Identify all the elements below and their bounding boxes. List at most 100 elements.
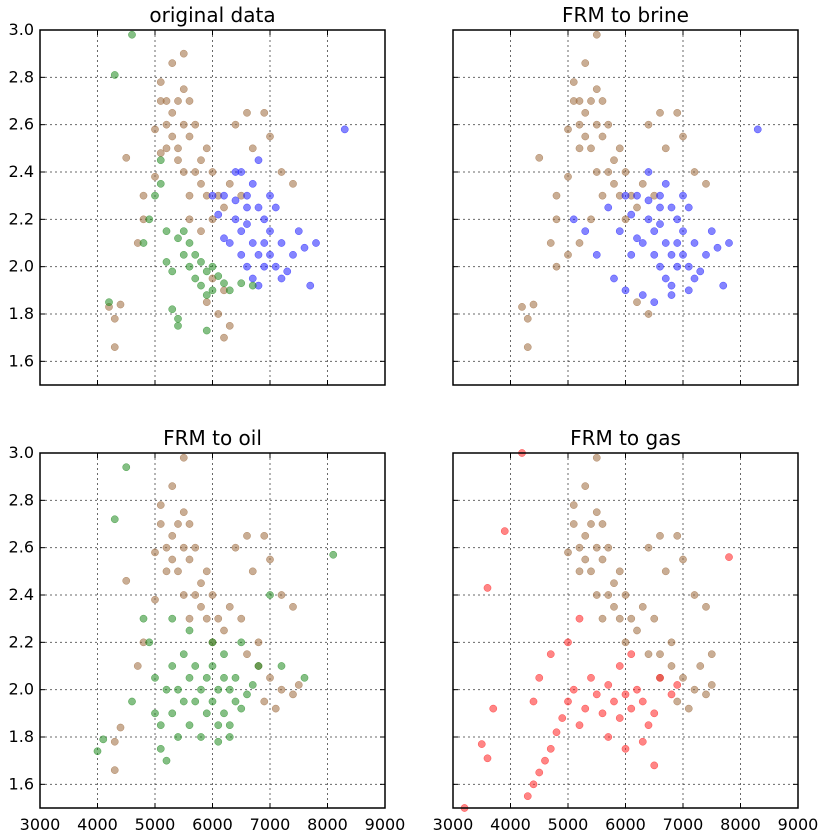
scatter-point <box>179 508 188 517</box>
scatter-point <box>621 191 630 200</box>
scatter-point <box>581 531 590 540</box>
scatter-point <box>266 191 274 200</box>
y-tick-label: 2.2 <box>9 209 34 228</box>
scatter-point <box>168 132 177 141</box>
scatter-point <box>191 543 200 552</box>
scatter-point <box>208 191 217 200</box>
scatter-point <box>650 709 659 718</box>
scatter-point <box>191 274 200 283</box>
scatter-point <box>581 227 590 236</box>
subplot-1: 1.6 1.8 2.0 2.2 2.4 2.6 2.8 3.0 original data <box>9 3 386 386</box>
y-tick-label: 1.6 <box>9 351 34 370</box>
scatter-point <box>156 149 165 157</box>
scatter-point <box>197 281 205 290</box>
scatter-point <box>248 681 257 689</box>
scatter-point <box>243 531 251 540</box>
scatter-point <box>598 555 607 564</box>
scatter-point <box>179 120 188 129</box>
scatter-point <box>168 662 177 670</box>
scatter-point <box>575 144 584 153</box>
y-tick-label: 1.8 <box>9 727 34 746</box>
scatter-point <box>202 709 211 718</box>
scatter-point <box>162 567 171 576</box>
scatter-point <box>587 97 595 105</box>
scatter-point <box>673 262 682 271</box>
scatter-point <box>214 272 223 280</box>
scatter-point <box>162 685 171 694</box>
scatter-point <box>707 227 716 236</box>
scatter-point <box>575 721 584 730</box>
scatter-point <box>214 737 223 746</box>
scatter-point <box>266 227 274 236</box>
scatter-point <box>266 555 274 564</box>
scatter-point <box>673 531 682 540</box>
scatter-point <box>552 191 561 200</box>
scatter-point <box>168 59 177 67</box>
scatter-point <box>99 735 108 744</box>
scatter-point <box>110 71 119 79</box>
scatter-point <box>122 576 131 585</box>
scatter-point <box>110 766 119 774</box>
scatter-point <box>546 239 555 247</box>
scatter-point <box>248 144 257 153</box>
y-tick-label: 2.2 <box>9 632 34 651</box>
scatter-point <box>661 567 670 576</box>
scatter-point <box>581 132 590 141</box>
scatter-point <box>179 591 188 599</box>
scatter-point <box>690 685 699 694</box>
scatter-point <box>260 531 269 540</box>
scatter-point <box>162 756 171 765</box>
scatter-point <box>656 531 664 540</box>
scatter-point <box>151 125 159 134</box>
scatter-point <box>214 721 223 730</box>
scatter-point <box>604 543 613 552</box>
scatter-point <box>156 744 165 753</box>
scatter-point <box>633 234 641 243</box>
scatter-point <box>592 120 601 129</box>
scatter-point <box>294 227 303 236</box>
scatter-point <box>621 168 630 176</box>
scatter-point <box>587 144 595 153</box>
scatter-point <box>168 108 177 117</box>
scatter-point <box>248 281 257 290</box>
scatter-point <box>185 191 194 200</box>
scatter-point <box>644 543 653 552</box>
scatter-point <box>231 120 240 129</box>
scatter-point <box>208 168 217 176</box>
scatter-point <box>243 203 251 212</box>
scatter-point <box>546 650 555 659</box>
scatter-point <box>174 733 182 741</box>
scatter-point <box>592 453 601 462</box>
scatter-point <box>690 274 699 283</box>
scatter-point <box>667 662 676 670</box>
scatter-point <box>684 704 693 713</box>
scatter-point <box>650 298 659 307</box>
scatter-point <box>151 172 159 181</box>
scatter-point <box>254 203 263 212</box>
scatter-point <box>179 168 188 176</box>
scatter-point <box>690 239 699 247</box>
scatter-point <box>638 291 647 299</box>
scatter-point <box>208 591 217 599</box>
scatter-point <box>564 250 572 259</box>
scatter-point <box>702 250 710 259</box>
scatter-point <box>139 191 148 200</box>
scatter-point <box>220 279 228 288</box>
scatter-point <box>191 250 200 259</box>
scatter-point <box>598 191 607 200</box>
scatter-point <box>667 291 676 299</box>
scatter-point <box>604 168 613 176</box>
scatter-point <box>197 179 205 188</box>
scatter-point <box>191 697 200 706</box>
scatter-point <box>673 239 682 247</box>
scatter-point <box>179 85 188 94</box>
scatter-point <box>592 168 601 176</box>
scatter-point <box>581 555 590 564</box>
scatter-point <box>673 108 682 117</box>
scatter-point <box>702 602 710 611</box>
x-tick-label: 3000 <box>433 815 474 834</box>
scatter-point <box>220 234 228 243</box>
scatter-point <box>679 132 687 141</box>
scatter-point <box>558 714 567 722</box>
scatter-point <box>162 120 171 129</box>
